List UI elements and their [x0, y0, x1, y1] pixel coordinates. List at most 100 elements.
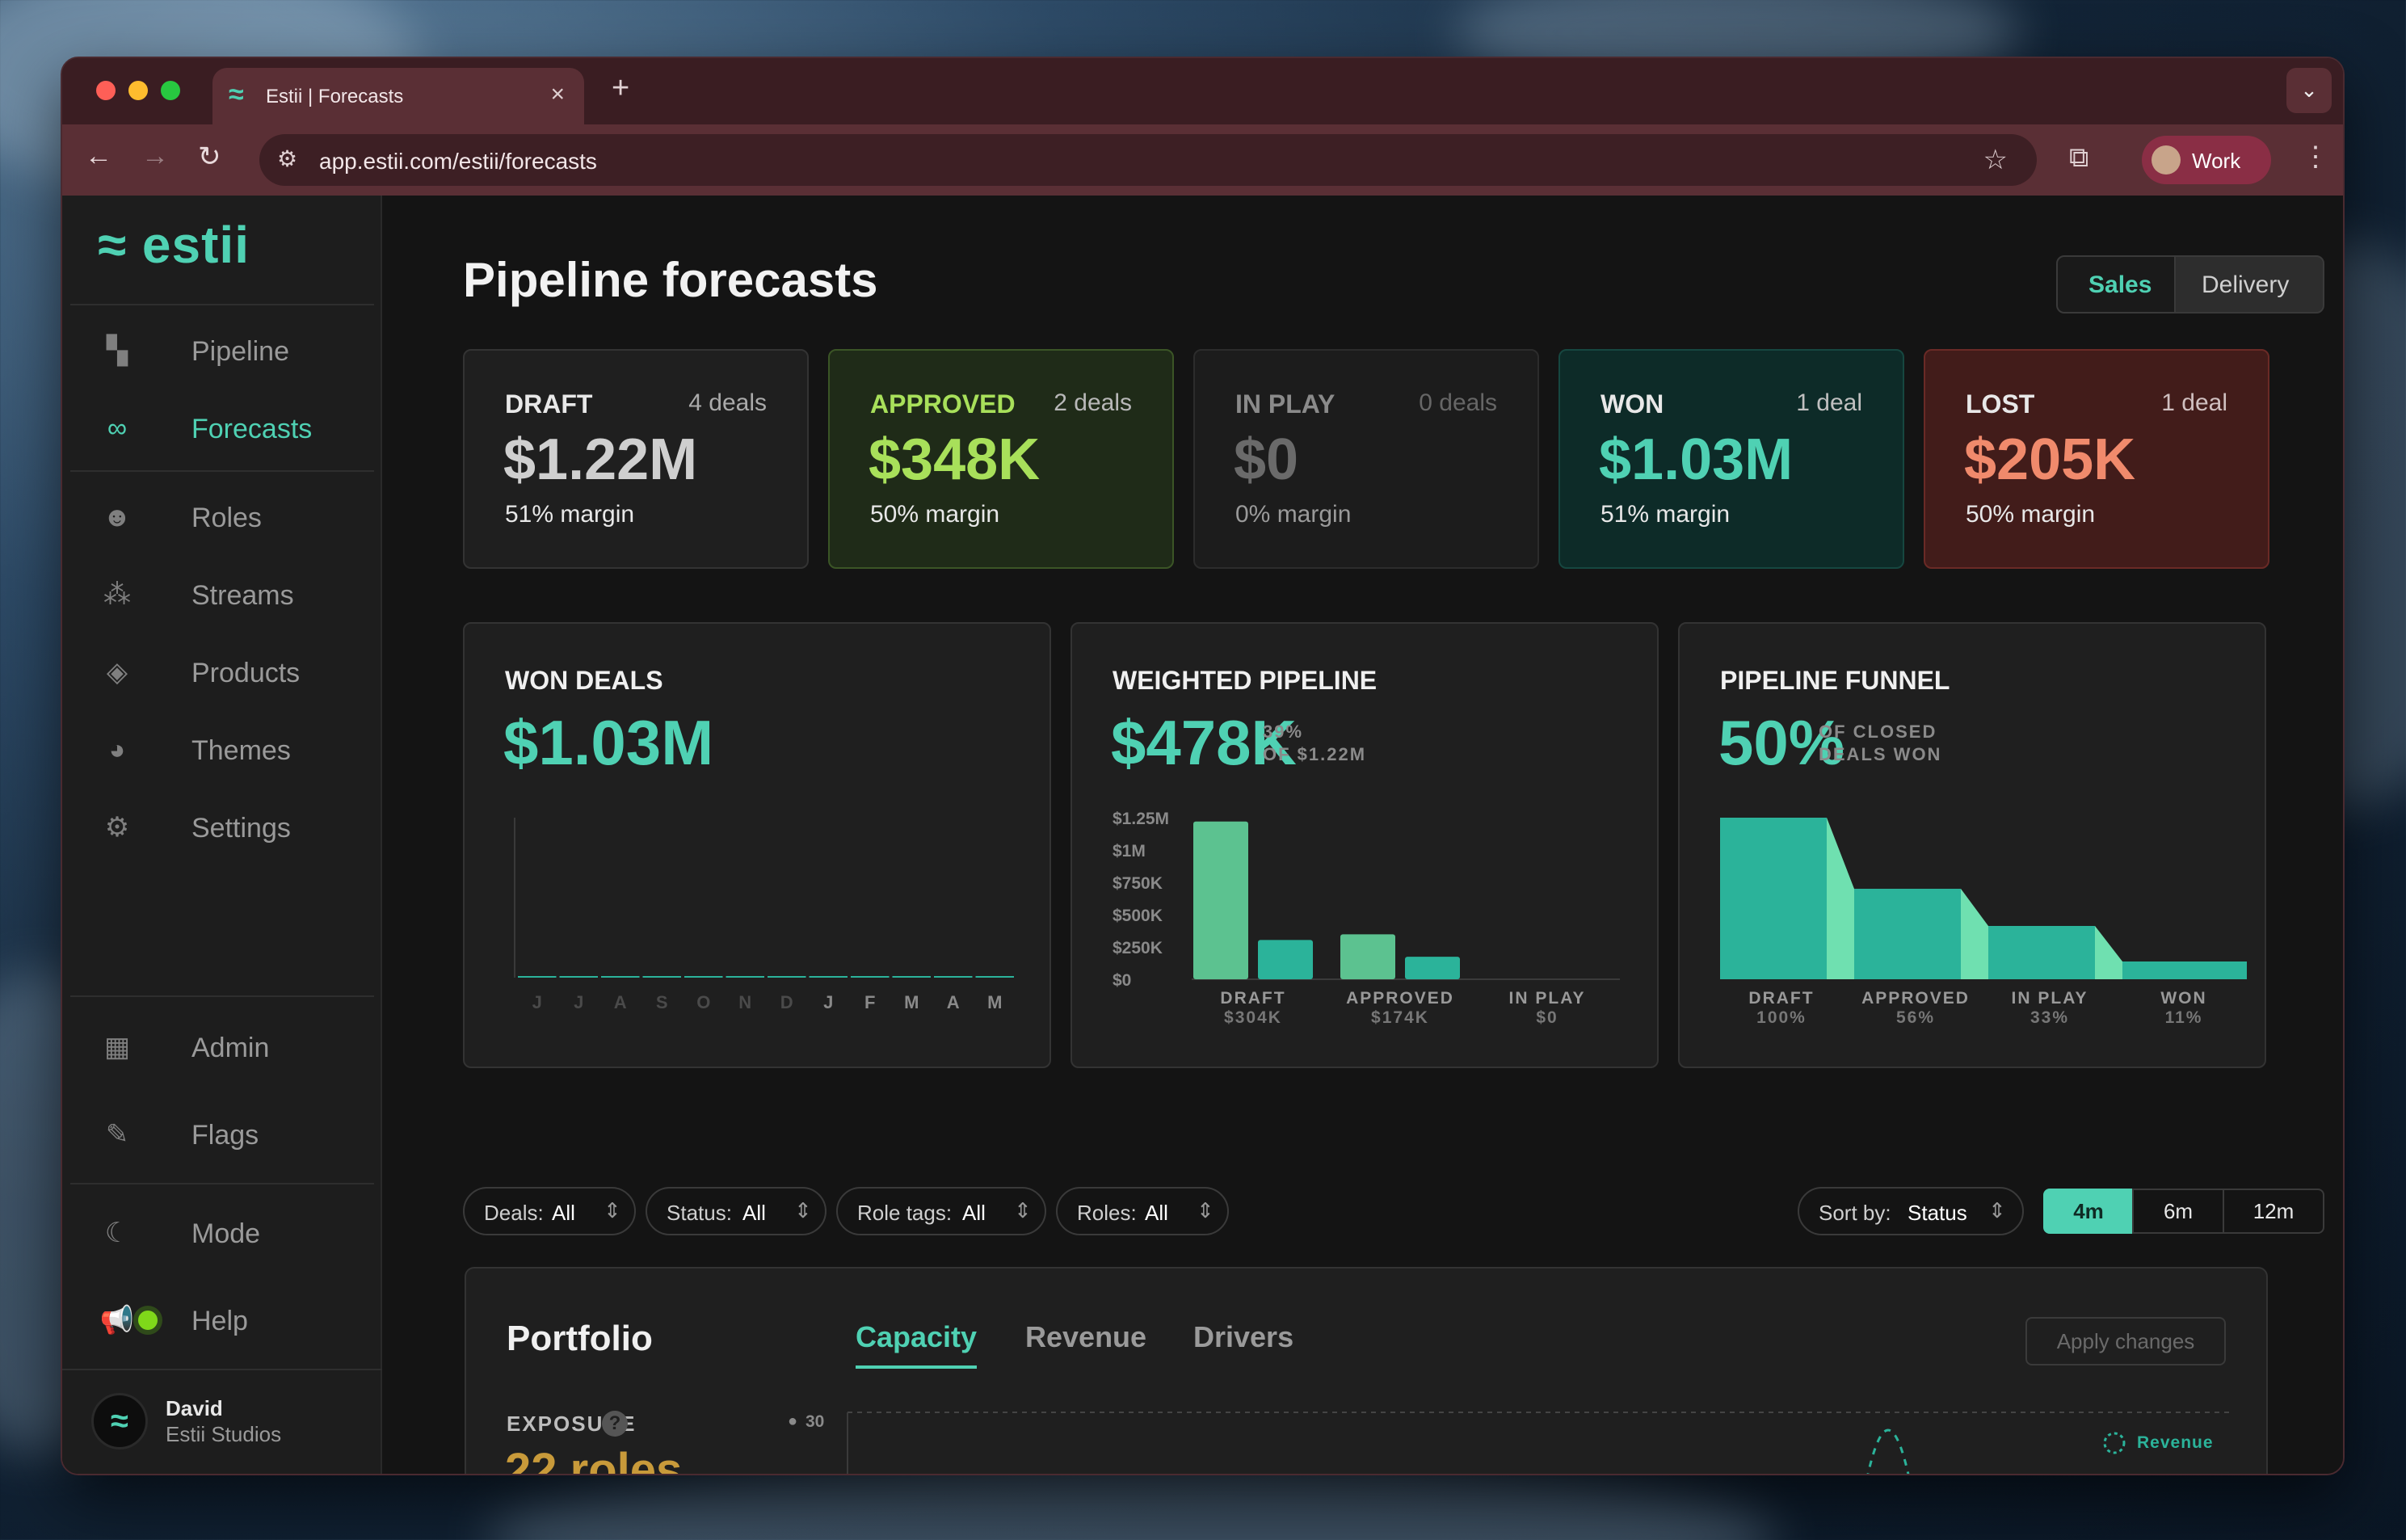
- weighted-pipeline-panel: WEIGHTED PIPELINE $478K 39% OF $1.22M $1…: [1071, 622, 1659, 1068]
- status-card-won[interactable]: WON 1 deal $1.03M 51% margin: [1558, 349, 1904, 569]
- y-tick-label: $250K: [1113, 939, 1163, 957]
- user-org: Estii Studios: [166, 1422, 282, 1446]
- site-settings-icon[interactable]: ⚙: [277, 146, 298, 171]
- sidebar-item-mode[interactable]: ☾ Mode: [99, 1204, 366, 1260]
- card-deals: 2 deals: [1054, 389, 1132, 416]
- browser-window: ≈ Estii | Forecasts × + ⌄ ← → ↻ ⚙ app.es…: [61, 57, 2345, 1475]
- tab-search-icon[interactable]: ⌄: [2286, 68, 2332, 113]
- won-deals-panel: WON DEALS $1.03M J J A S O N D J F M A M: [463, 622, 1051, 1068]
- tab-drivers[interactable]: Drivers: [1193, 1320, 1294, 1353]
- profile-button[interactable]: Work: [2142, 136, 2271, 184]
- sidebar-item-products[interactable]: ◈ Products: [99, 643, 366, 700]
- sidebar-item-themes[interactable]: ◕ Themes: [99, 721, 366, 777]
- sidebar-item-label: Themes: [191, 735, 291, 766]
- won-deals-bar: [559, 976, 598, 978]
- category-label: IN PLAY: [1509, 989, 1586, 1008]
- sort-select[interactable]: Sort by: Status ⇕: [1798, 1187, 2024, 1235]
- toggle-label: Sales: [2088, 271, 2152, 298]
- new-tab-icon[interactable]: +: [612, 71, 630, 105]
- apply-changes-button[interactable]: Apply changes: [2025, 1317, 2226, 1365]
- sidebar-item-forecasts[interactable]: ∞ Forecasts: [99, 399, 366, 456]
- sidebar-item-label: Streams: [191, 580, 294, 611]
- range-4m[interactable]: 4m: [2043, 1189, 2134, 1234]
- binoculars-icon: ∞: [107, 413, 128, 444]
- forward-icon[interactable]: →: [141, 141, 169, 171]
- close-window-icon[interactable]: [96, 81, 116, 100]
- card-label: APPROVED: [870, 389, 1016, 419]
- funnel-step: [2122, 961, 2247, 979]
- exposure-value: 22 roles: [505, 1444, 683, 1475]
- range-6m[interactable]: 6m: [2132, 1189, 2224, 1234]
- percent-label: 56%: [1896, 1008, 1935, 1027]
- sidebar-item-help[interactable]: 📢 Help: [99, 1291, 366, 1348]
- minimize-window-icon[interactable]: [128, 81, 148, 100]
- view-toggle-sales[interactable]: Sales: [2056, 255, 2176, 313]
- category-label: IN PLAY: [2012, 989, 2088, 1008]
- sidebar-item-admin[interactable]: ▦ Admin: [99, 1018, 366, 1075]
- person-icon: ●: [788, 1412, 798, 1430]
- won-deals-bar: [975, 976, 1014, 978]
- portfolio-panel: Portfolio Capacity Revenue Drivers Apply…: [465, 1267, 2268, 1475]
- toggle-label: Delivery: [2202, 271, 2290, 298]
- deals-filter[interactable]: Deals: All ⇕: [463, 1187, 636, 1235]
- range-12m[interactable]: 12m: [2223, 1189, 2324, 1234]
- sidebar-item-pipeline[interactable]: ▚ Pipeline: [99, 322, 366, 378]
- card-label: LOST: [1966, 389, 2035, 419]
- browser-menu-icon[interactable]: ⋮: [2302, 141, 2329, 172]
- sidebar-item-label: Flags: [191, 1120, 259, 1151]
- tab-revenue[interactable]: Revenue: [1025, 1320, 1147, 1353]
- card-deals: 1 deal: [2161, 389, 2227, 416]
- help-icon[interactable]: ?: [602, 1411, 628, 1437]
- sidebar-item-streams[interactable]: ⁂ Streams: [99, 566, 366, 622]
- address-bar[interactable]: ⚙ app.estii.com/estii/forecasts ☆: [259, 134, 2037, 186]
- user-name: David: [166, 1396, 223, 1420]
- card-deals: 1 deal: [1796, 389, 1862, 416]
- reload-icon[interactable]: ↻: [198, 141, 221, 172]
- y-tick-label: $500K: [1113, 907, 1163, 925]
- chart-legend-revenue: Revenue: [2137, 1433, 2214, 1452]
- avatar: ≈: [91, 1393, 148, 1450]
- sidebar-item-settings[interactable]: ⚙ Settings: [99, 798, 366, 855]
- y-tick-label: $1M: [1113, 842, 1146, 860]
- help-notification-dot: [133, 1306, 162, 1335]
- weighted-pipeline-chart: $1.25M $1M $750K $500K $250K $0 DRAFT$304K APPR…: [1113, 810, 1620, 1027]
- bookmark-star-icon[interactable]: ☆: [1983, 145, 2008, 175]
- sidebar-item-flags[interactable]: ✎ Flags: [99, 1105, 366, 1162]
- won-deals-bar: [934, 976, 973, 978]
- sidebar-item-label: Admin: [191, 1033, 270, 1063]
- view-toggle-delivery[interactable]: Delivery: [2174, 255, 2324, 313]
- status-card-in-play[interactable]: IN PLAY 0 deals $0 0% margin: [1193, 349, 1539, 569]
- building-icon: ▦: [103, 1032, 131, 1062]
- card-margin: 50% margin: [1966, 501, 2096, 528]
- extensions-icon[interactable]: ⧉: [2069, 142, 2089, 173]
- weighted-pipeline-value: $478K: [1111, 707, 1297, 778]
- won-deals-bar: [851, 976, 890, 978]
- sidebar-item-label: Mode: [191, 1218, 261, 1249]
- card-margin: 51% margin: [1600, 501, 1731, 528]
- percent-label: 11%: [2165, 1008, 2203, 1027]
- back-icon[interactable]: ←: [85, 141, 112, 171]
- role-tags-filter[interactable]: Role tags: All ⇕: [836, 1187, 1046, 1235]
- tab-capacity[interactable]: Capacity: [856, 1320, 978, 1369]
- funnel-transition: [2095, 926, 2122, 979]
- maximize-window-icon[interactable]: [161, 81, 180, 100]
- status-card-approved[interactable]: APPROVED 2 deals $348K 50% margin: [828, 349, 1174, 569]
- status-card-lost[interactable]: LOST 1 deal $205K 50% margin: [1924, 349, 2269, 569]
- sidebar-item-roles[interactable]: ☻ Roles: [99, 488, 366, 545]
- estii-logo[interactable]: ≈ estii: [98, 215, 250, 275]
- filter-label: Roles:: [1077, 1201, 1137, 1225]
- divider: [70, 1183, 374, 1184]
- filter-label: Role tags:: [857, 1201, 953, 1225]
- revenue-line: [1866, 1428, 1910, 1474]
- roles-filter[interactable]: Roles: All ⇕: [1056, 1187, 1229, 1235]
- status-card-draft[interactable]: DRAFT 4 deals $1.22M 51% margin: [463, 349, 809, 569]
- y-tick-label: $750K: [1113, 874, 1163, 893]
- user-dollar-icon: ☻: [103, 502, 132, 532]
- status-filter[interactable]: Status: All ⇕: [646, 1187, 827, 1235]
- card-label: WON: [1600, 389, 1664, 419]
- close-tab-icon[interactable]: ×: [550, 81, 565, 107]
- url-text: app.estii.com/estii/forecasts: [319, 149, 597, 174]
- browser-tab[interactable]: ≈ Estii | Forecasts ×: [212, 68, 584, 124]
- y-tick-label: $1.25M: [1113, 810, 1169, 828]
